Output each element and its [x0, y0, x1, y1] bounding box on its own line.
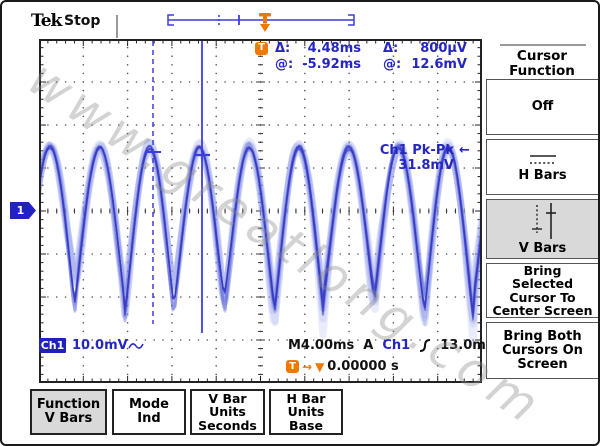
at-volt-label: @:	[383, 56, 402, 72]
center-axis-ticks	[39, 39, 482, 383]
button-label: V Bar	[208, 390, 247, 406]
function-vbars-button[interactable]: Function V Bars	[30, 389, 107, 435]
button-label: Ind	[137, 411, 161, 426]
menu-title-rule	[500, 44, 586, 46]
button-label: Selected	[511, 276, 574, 291]
button-label: Cursor To	[509, 289, 576, 305]
trigger-level-value: 13.0mV	[440, 338, 496, 353]
arrow-right-icon: →	[302, 359, 313, 374]
button-label: Seconds	[198, 417, 257, 433]
channel1-scale: 10.0mV	[72, 338, 128, 353]
bring-selected-cursor-button[interactable]: Bring Selected Cursor To Center Screen	[486, 262, 598, 318]
button-label: Units	[287, 404, 325, 420]
button-label: Units	[209, 404, 246, 420]
tek-logo: Tek	[31, 11, 62, 31]
menu-title: Cursor Function	[484, 48, 598, 79]
button-label: H Bar	[286, 390, 326, 406]
v-bar-cursor-1[interactable]	[145, 41, 161, 324]
trigger-position-value: 0.00000 s	[327, 359, 399, 374]
h-bars-button[interactable]: H Bars	[486, 139, 598, 195]
channel1-trace	[39, 137, 482, 348]
hbar-units-button[interactable]: H Bar Units Base	[269, 389, 343, 435]
button-label: V Bars	[518, 241, 567, 256]
delta-volt-value: 800µV	[420, 40, 467, 56]
pkpk-measurement: Ch1 Pk-Pk 31.8mV	[346, 143, 454, 173]
at-time-value: -5.92ms	[302, 56, 361, 72]
v-bars-button[interactable]: V Bars	[486, 199, 598, 259]
button-label: Function	[36, 396, 101, 412]
button-label: H Bars	[518, 167, 567, 183]
pkpk-arrow-icon: ←	[459, 143, 470, 158]
delta-volt-label: Δ:	[383, 40, 399, 56]
button-label: Bring	[523, 262, 562, 278]
button-label: V Bars	[44, 411, 93, 426]
menu-title-line1: Cursor	[516, 48, 568, 64]
v-bar-cursor-2-selected[interactable]	[194, 41, 210, 333]
v-bars-icon	[531, 203, 556, 239]
acquisition-status: Stop	[64, 13, 101, 29]
channel1-position-marker[interactable]: 1	[10, 202, 36, 219]
menu-title-line2: Function	[509, 63, 575, 79]
record-position-bar[interactable]	[162, 12, 372, 39]
button-label: Off	[531, 99, 554, 114]
delta-time-label: Δ:	[275, 40, 291, 56]
button-label: Mode	[129, 396, 169, 412]
rising-edge-icon	[420, 339, 431, 352]
channel1-label[interactable]: Ch1	[39, 338, 66, 353]
trigger-source: Ch1	[382, 338, 411, 353]
trigger-icon: T	[286, 360, 299, 373]
button-label: Center Screen	[492, 303, 593, 318]
marker-down-icon: ▼	[315, 359, 325, 374]
at-volt-value: 12.6mV	[411, 56, 467, 72]
delta-time-value: 4.48ms	[307, 40, 361, 56]
mode-ind-button[interactable]: Mode Ind	[112, 389, 186, 435]
button-label: Bring Both	[503, 328, 582, 344]
pkpk-source: Ch1 Pk-Pk	[379, 143, 454, 158]
pkpk-value: 31.8mV	[398, 158, 454, 173]
horizontal-readout: M4.00ms A Ch1 13.0mV	[288, 338, 496, 353]
trigger-position-marker[interactable]	[259, 13, 271, 32]
bring-both-cursors-button[interactable]: Bring Both Cursors On Screen	[486, 322, 598, 379]
cursor-readout: T Δ: 4.48ms Δ: 800µV @: -5.92ms @: 12.6m…	[255, 40, 467, 72]
button-label: Screen	[517, 356, 568, 372]
timebase-value: M4.00ms	[288, 338, 355, 353]
button-label: Base	[289, 417, 323, 433]
graticule-border	[39, 39, 482, 383]
at-time-label: @:	[275, 56, 294, 72]
acquisition-label: A	[363, 338, 374, 353]
trigger-position-readout: T → ▼ 0.00000 s	[286, 359, 399, 374]
ac-signal-icon	[128, 343, 144, 349]
h-bars-icon	[529, 154, 556, 164]
vbar-units-button[interactable]: V Bar Units Seconds	[190, 389, 265, 435]
waveform-display	[39, 39, 482, 383]
button-label: Cursors On	[502, 342, 583, 358]
trigger-icon: T	[255, 41, 268, 55]
cursor-off-button[interactable]: Off	[486, 79, 598, 135]
header-divider	[116, 15, 118, 38]
